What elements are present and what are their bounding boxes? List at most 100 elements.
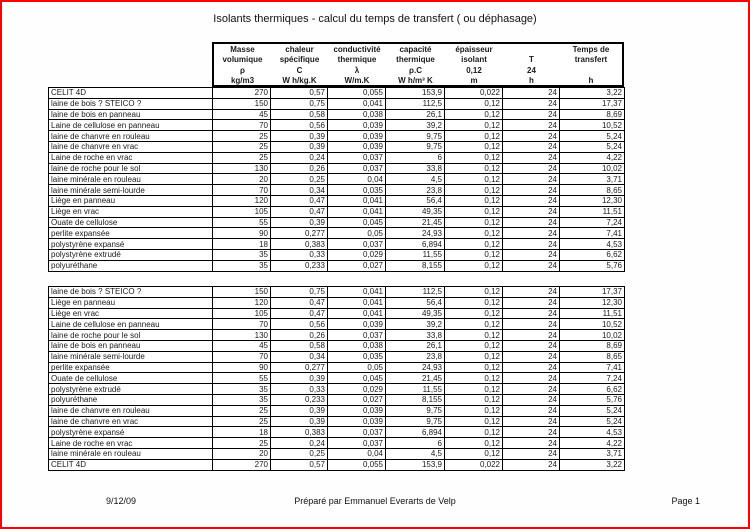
value-cell: 18 xyxy=(212,426,271,439)
material-name-cell: Liège en vrac xyxy=(48,205,213,218)
value-cell: 24 xyxy=(502,296,560,309)
value-cell: 0,035 xyxy=(327,184,386,196)
material-name-cell: Ouate de cellulose xyxy=(48,372,213,385)
header-line: conductivité xyxy=(333,45,381,54)
value-cell: 105 xyxy=(212,307,271,320)
material-name-cell: laine de chanvre en rouleau xyxy=(48,130,213,142)
table-row: polyuréthane 35 0,233 0,027 8,155 0,12 24 5,76 xyxy=(48,393,625,406)
value-cell: 6 xyxy=(385,437,445,449)
value-cell: 0,233 xyxy=(270,393,328,406)
value-cell: 0,045 xyxy=(327,372,386,385)
table-row: polystyrène extrudé 35 0,33 0,029 11,55 0,12 2… xyxy=(48,248,625,261)
value-cell: 0,12 xyxy=(444,227,503,240)
value-cell: 0,039 xyxy=(327,140,386,153)
value-cell: 4,53 xyxy=(559,426,625,439)
material-name-cell: laine minérale en rouleau xyxy=(48,173,213,186)
value-cell: 0,24 xyxy=(270,151,328,164)
value-cell: 0,027 xyxy=(327,259,386,272)
header-column: Masse volumique ρ kg/m3 xyxy=(214,44,271,85)
value-cell: 0,037 xyxy=(327,151,386,164)
value-cell: 0,58 xyxy=(270,339,328,352)
value-cell: 0,33 xyxy=(270,383,328,395)
value-cell: 3,22 xyxy=(559,458,625,471)
value-cell: 24 xyxy=(502,415,560,428)
value-cell: 7,24 xyxy=(559,216,625,229)
material-name-cell: laine de chanvre en vrac xyxy=(48,415,213,428)
table-header: Masse volumique ρ kg/m3 chaleur spécifique C W … xyxy=(212,42,624,87)
material-name-cell: CELIT 4D xyxy=(48,458,213,471)
value-cell: 0,25 xyxy=(270,447,328,460)
table-row: laine de chanvre en rouleau 25 0,39 0,039 9,… xyxy=(48,404,625,417)
value-cell: 11,55 xyxy=(385,248,445,261)
value-cell: 0,12 xyxy=(444,216,503,229)
value-cell: 153,9 xyxy=(385,87,445,99)
value-cell: 0,277 xyxy=(270,227,328,240)
header-line: m xyxy=(470,76,478,86)
value-cell: 11,55 xyxy=(385,383,445,395)
value-cell: 21,45 xyxy=(385,216,445,229)
material-name-cell: laine de roche pour le sol xyxy=(48,162,213,175)
value-cell: 0,26 xyxy=(270,162,328,175)
value-cell: 3,22 xyxy=(559,87,625,99)
header-line: épaisseur xyxy=(455,45,493,54)
value-cell: 20 xyxy=(212,447,271,460)
value-cell: 9,75 xyxy=(385,404,445,417)
table-row: polyuréthane 35 0,233 0,027 8,155 0,12 24 5,76 xyxy=(48,259,625,272)
material-name-cell: Ouate de cellulose xyxy=(48,216,213,229)
header-line: Temps de xyxy=(572,45,610,54)
value-cell: 7,41 xyxy=(559,227,625,240)
value-cell: 12,30 xyxy=(559,194,625,207)
table-row: polystyrène expansé 18 0,383 0,037 6,894 0,12… xyxy=(48,238,625,250)
value-cell: 11,51 xyxy=(559,307,625,320)
material-name-cell: Liège en vrac xyxy=(48,307,213,320)
value-cell: 0,12 xyxy=(444,318,503,331)
value-cell: 270 xyxy=(212,87,271,99)
value-cell: 24 xyxy=(502,383,560,395)
header-line: Masse xyxy=(230,45,255,54)
material-name-cell: CELIT 4D xyxy=(48,87,213,99)
value-cell: 21,45 xyxy=(385,372,445,385)
table-row: laine de roche pour le sol 130 0,26 0,037 33… xyxy=(48,162,625,175)
table-row: laine de bois ? STEICO ? 150 0,75 0,041 112,… xyxy=(48,286,625,298)
value-cell: 5,76 xyxy=(559,393,625,406)
value-cell: 24 xyxy=(502,216,560,229)
value-cell: 24 xyxy=(502,173,560,186)
materials-table-1: CELIT 4D 270 0,57 0,055 153,9 0,022 24 3,22 lain… xyxy=(48,87,625,272)
value-cell: 0,022 xyxy=(444,87,503,99)
material-name-cell: laine de bois en panneau xyxy=(48,339,213,352)
value-cell: 33,8 xyxy=(385,329,445,341)
value-cell: 8,65 xyxy=(559,350,625,363)
value-cell: 24 xyxy=(502,259,560,272)
value-cell: 0,39 xyxy=(270,130,328,142)
table-row: Ouate de cellulose 55 0,39 0,045 21,45 0,12 24… xyxy=(48,216,625,229)
value-cell: 0,12 xyxy=(444,350,503,363)
value-cell: 24 xyxy=(502,393,560,406)
value-cell: 24 xyxy=(502,361,560,374)
value-cell: 0,24 xyxy=(270,437,328,449)
table-row: laine minérale semi-lourde 70 0,34 0,035 23,… xyxy=(48,350,625,363)
table-row: Laine de cellulose en panneau 70 0,56 0,039… xyxy=(48,318,625,331)
material-name-cell: Laine de cellulose en panneau xyxy=(48,119,213,132)
header-line xyxy=(503,45,560,55)
value-cell: 0,029 xyxy=(327,248,386,261)
footer-prepared-by: Préparé par Emmanuel Everarts de Velp xyxy=(294,496,456,506)
material-name-cell: perlite expansée xyxy=(48,227,213,240)
value-cell: 45 xyxy=(212,339,271,352)
header-line: h xyxy=(529,76,534,86)
value-cell: 24 xyxy=(502,130,560,142)
value-cell: 20 xyxy=(212,173,271,186)
page-title: Isolants thermiques - calcul du temps de… xyxy=(213,13,537,25)
value-cell: 24 xyxy=(502,248,560,261)
value-cell: 24 xyxy=(502,329,560,341)
value-cell: 0,039 xyxy=(327,119,386,132)
value-cell: 0,029 xyxy=(327,383,386,395)
value-cell: 9,75 xyxy=(385,415,445,428)
table-row: CELIT 4D 270 0,57 0,055 153,9 0,022 24 3,22 xyxy=(48,87,625,99)
header-column: Temps de transfert h xyxy=(560,44,622,85)
value-cell: 0,56 xyxy=(270,119,328,132)
value-cell: 0,12 xyxy=(444,296,503,309)
value-cell: 0,47 xyxy=(270,296,328,309)
table-row: laine minérale en rouleau 20 0,25 0,04 4,5 0,… xyxy=(48,173,625,186)
value-cell: 0,041 xyxy=(327,205,386,218)
